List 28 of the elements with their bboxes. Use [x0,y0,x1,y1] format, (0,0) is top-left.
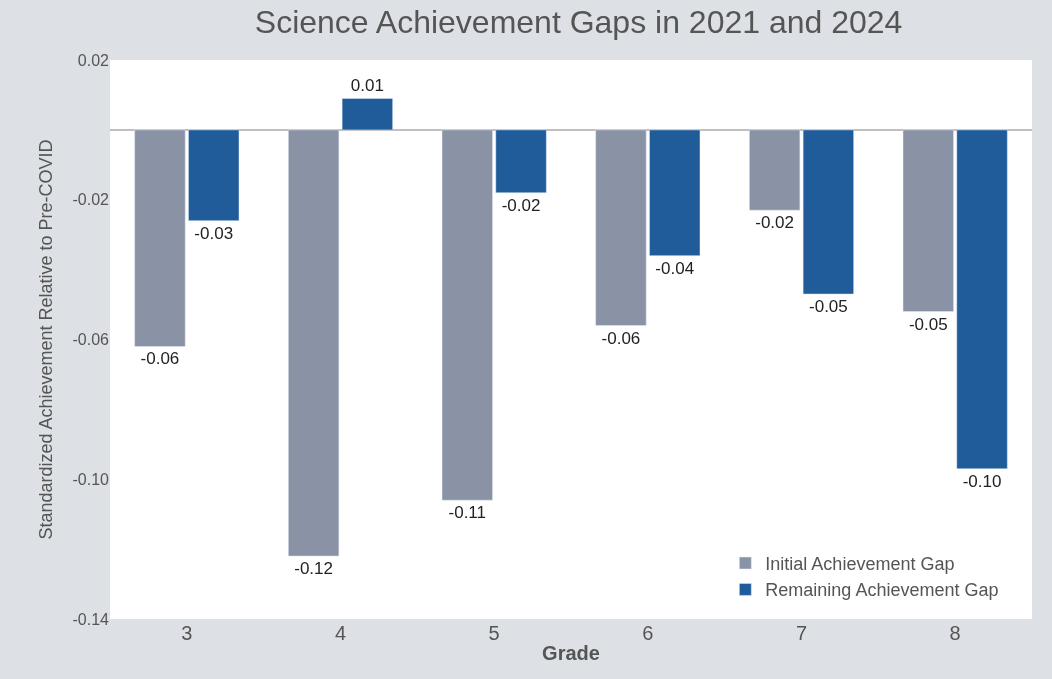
x-tick-label: 7 [795,622,808,644]
data-label: -0.05 [908,314,948,334]
legend-label: Initial Achievement Gap [765,554,955,575]
x-axis-title: Grade [542,641,600,664]
x-tick-label: 6 [642,622,654,644]
data-label: 0.01 [350,76,384,96]
y-tick-label: -0.10 [72,470,110,488]
legend-label: Remaining Achievement Gap [765,580,999,601]
data-label: -0.06 [140,349,180,369]
y-tick-label: -0.14 [72,610,110,628]
data-label: -0.04 [655,258,695,278]
y-tick-label: 0.02 [77,51,110,69]
data-label: -0.12 [294,559,333,579]
x-tick-label: 4 [334,622,347,644]
y-tick-label: -0.06 [72,331,110,349]
data-label: -0.03 [194,223,234,243]
x-tick-label: 8 [949,622,961,644]
data-label: -0.05 [809,297,848,317]
y-tick-label: -0.02 [72,191,110,209]
data-label: -0.11 [448,503,487,523]
data-label: -0.02 [755,213,794,233]
data-label: -0.10 [962,471,1002,491]
x-tick-label: 5 [488,622,500,644]
y-axis-title: Standardized Achievement Relative to Pre-COVID [35,139,56,540]
data-label: -0.02 [501,195,541,215]
x-tick-label: 3 [181,622,193,644]
data-label: -0.06 [601,328,641,348]
chart-title: Science Achievement Gaps in 2021 and 2024 [254,3,903,40]
